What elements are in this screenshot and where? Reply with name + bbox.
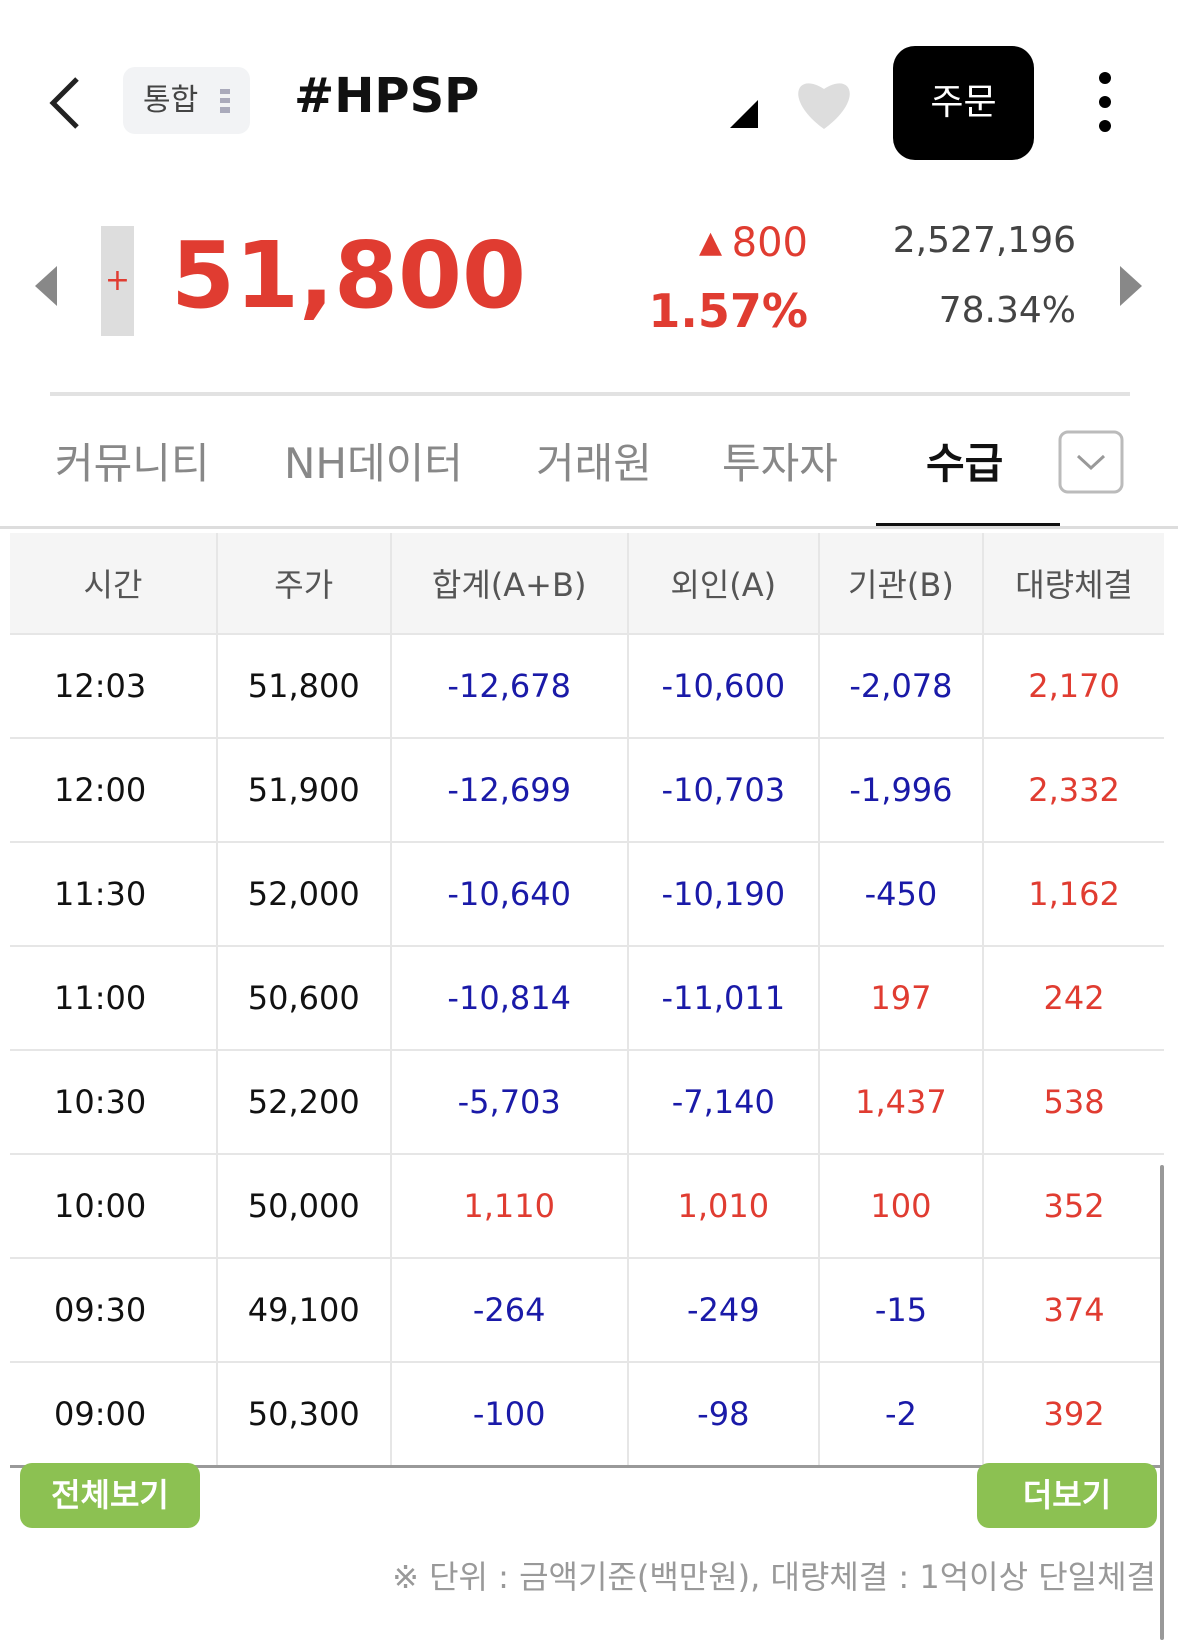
table-cell: -10,600 bbox=[627, 633, 820, 738]
table-cell: -11,011 bbox=[627, 945, 820, 1050]
table-cell: 09:00 bbox=[10, 1361, 218, 1468]
table-cell: -2,078 bbox=[818, 633, 985, 738]
price: 51,800 bbox=[171, 222, 527, 329]
table-cell: -10,703 bbox=[627, 737, 820, 842]
volume: 2,527,196 bbox=[892, 220, 1076, 261]
back-button[interactable] bbox=[45, 75, 85, 131]
table-cell: 1,110 bbox=[390, 1153, 629, 1258]
scrollbar bbox=[1160, 1165, 1164, 1640]
favorite-icon[interactable] bbox=[793, 75, 855, 131]
ratio: 78.34% bbox=[938, 290, 1076, 331]
tab[interactable]: NH데이터 bbox=[284, 439, 463, 488]
table-cell: 50,300 bbox=[216, 1361, 392, 1468]
view-all-button[interactable]: 전체보기 bbox=[20, 1463, 200, 1528]
table-cell: -249 bbox=[627, 1257, 820, 1362]
supply-table: 시간 주가 합계(A+B) 외인(A) 기관(B) 대량체결 12:03 51,800 -12,… bbox=[10, 533, 1164, 1468]
column-header: 대량체결 bbox=[983, 533, 1164, 634]
table-cell: -1,996 bbox=[818, 737, 985, 842]
next-arrow[interactable] bbox=[1120, 266, 1144, 306]
table-row: 09:00 50,300 -100 -98 -2 392 bbox=[10, 1361, 1164, 1468]
table-cell: -12,699 bbox=[390, 737, 629, 842]
column-header: 시간 bbox=[10, 533, 218, 634]
table-row: 12:03 51,800 -12,678 -10,600 -2,078 2,170 bbox=[10, 633, 1164, 738]
table-row: 09:30 49,100 -264 -249 -15 374 bbox=[10, 1257, 1164, 1362]
table-cell: 10:00 bbox=[10, 1153, 218, 1258]
column-header: 기관(B) bbox=[818, 533, 985, 634]
tab[interactable]: 투자자 bbox=[722, 439, 838, 488]
table-cell: 352 bbox=[983, 1153, 1164, 1258]
table-cell: -98 bbox=[627, 1361, 820, 1468]
table-cell: 242 bbox=[983, 945, 1164, 1050]
column-header: 합계(A+B) bbox=[390, 533, 629, 634]
table-cell: 12:03 bbox=[10, 633, 218, 738]
table-cell: 392 bbox=[983, 1361, 1164, 1468]
table-row: 12:00 51,900 -12,699 -10,703 -1,996 2,332 bbox=[10, 737, 1164, 842]
table-cell: 538 bbox=[983, 1049, 1164, 1154]
tab[interactable]: 커뮤니티 bbox=[55, 439, 210, 488]
search-tag-text: 통합 bbox=[143, 83, 199, 118]
table-cell: -5,703 bbox=[390, 1049, 629, 1154]
tab-border bbox=[0, 526, 1178, 529]
tab[interactable]: 수급 bbox=[926, 439, 1004, 488]
table-cell: -264 bbox=[390, 1257, 629, 1362]
table-cell: -10,814 bbox=[390, 945, 629, 1050]
divider bbox=[50, 392, 1130, 396]
table-cell: 51,900 bbox=[216, 737, 392, 842]
footnote: ※ 단위 : 금액기준(백만원), 대량체결 : 1억이상 단일체결 bbox=[392, 1558, 1156, 1596]
table-cell: 10:30 bbox=[10, 1049, 218, 1154]
dropdown-triangle[interactable] bbox=[730, 100, 760, 130]
table-cell: -2 bbox=[818, 1361, 985, 1468]
table-cell: 1,437 bbox=[818, 1049, 985, 1154]
column-header: 주가 bbox=[216, 533, 392, 634]
table-cell: 11:00 bbox=[10, 945, 218, 1050]
table-cell: 2,170 bbox=[983, 633, 1164, 738]
change-value: 800 bbox=[731, 220, 808, 266]
price-sign: + bbox=[101, 226, 134, 336]
table-cell: -15 bbox=[818, 1257, 985, 1362]
table-cell: 50,600 bbox=[216, 945, 392, 1050]
table-cell: -10,190 bbox=[627, 841, 820, 946]
change-pct: 1.57% bbox=[648, 284, 808, 338]
table-cell: 50,000 bbox=[216, 1153, 392, 1258]
table-cell: 1,010 bbox=[627, 1153, 820, 1258]
change: ▲ 800 bbox=[699, 220, 808, 266]
table-cell: 2,332 bbox=[983, 737, 1164, 842]
table-cell: 49,100 bbox=[216, 1257, 392, 1362]
table-cell: -100 bbox=[390, 1361, 629, 1468]
table-row: 10:00 50,000 1,110 1,010 100 352 bbox=[10, 1153, 1164, 1258]
table-cell: 1,162 bbox=[983, 841, 1164, 946]
table-row: 11:00 50,600 -10,814 -11,011 197 242 bbox=[10, 945, 1164, 1050]
table-cell: -12,678 bbox=[390, 633, 629, 738]
table-cell: -450 bbox=[818, 841, 985, 946]
order-button[interactable]: 주문 bbox=[893, 46, 1034, 160]
table-cell: -10,640 bbox=[390, 841, 629, 946]
table-cell: -7,140 bbox=[627, 1049, 820, 1154]
table-cell: 52,000 bbox=[216, 841, 392, 946]
tab-dropdown[interactable] bbox=[1058, 430, 1124, 494]
table-cell: 52,200 bbox=[216, 1049, 392, 1154]
table-cell: 51,800 bbox=[216, 633, 392, 738]
table-cell: 197 bbox=[818, 945, 985, 1050]
table-cell: 374 bbox=[983, 1257, 1164, 1362]
table-cell: 11:30 bbox=[10, 841, 218, 946]
prev-arrow[interactable] bbox=[35, 266, 59, 306]
more-button[interactable]: 더보기 bbox=[977, 1463, 1157, 1528]
column-header: 외인(A) bbox=[627, 533, 820, 634]
table-cell: 100 bbox=[818, 1153, 985, 1258]
table-cell: 09:30 bbox=[10, 1257, 218, 1362]
search-tag[interactable]: 통합 bbox=[123, 67, 250, 134]
stock-title: #HPSP bbox=[294, 68, 480, 124]
table-row: 11:30 52,000 -10,640 -10,190 -450 1,162 bbox=[10, 841, 1164, 946]
table-row: 10:30 52,200 -5,703 -7,140 1,437 538 bbox=[10, 1049, 1164, 1154]
table-cell: 12:00 bbox=[10, 737, 218, 842]
tab[interactable]: 거래원 bbox=[536, 439, 652, 488]
more-menu[interactable] bbox=[1095, 72, 1115, 132]
